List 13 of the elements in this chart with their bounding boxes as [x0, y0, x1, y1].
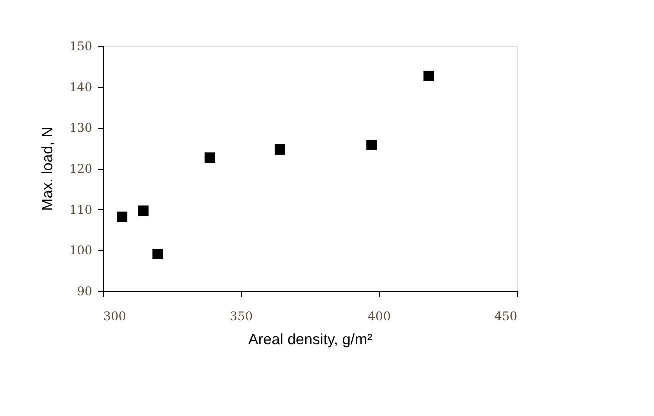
y-tick-label: 150 — [70, 40, 92, 54]
y-tick-label: 100 — [70, 244, 92, 258]
y-tick-label: 110 — [70, 202, 92, 217]
x-tick-label: 400 — [368, 310, 391, 324]
y-axis-title: Max. load, N — [40, 126, 57, 212]
x-tick-label: 300 — [104, 310, 126, 324]
y-tick-label: 140 — [70, 80, 92, 94]
x-axis-title: Areal density, g/m² — [248, 332, 372, 348]
y-tick-label: 120 — [70, 162, 92, 176]
y-tick-label: 90 — [77, 284, 92, 298]
x-tick-label: 450 — [494, 310, 518, 324]
x-tick-label: 350 — [230, 310, 253, 324]
y-tick-label: 130 — [70, 121, 92, 136]
